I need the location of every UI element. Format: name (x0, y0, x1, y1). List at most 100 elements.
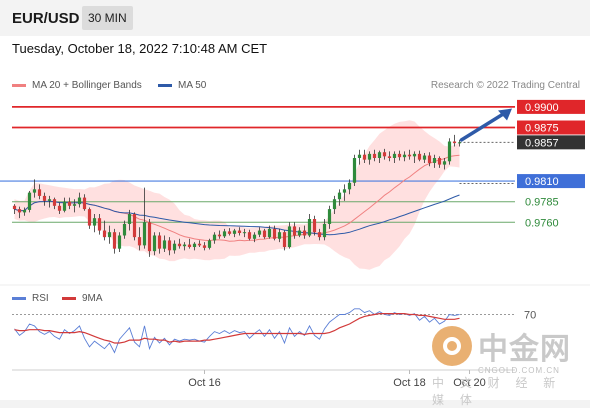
candle-body (332, 199, 337, 210)
timeframe-button[interactable]: 30 MIN (82, 6, 133, 30)
level-tag-0-9857: 0.9857 (525, 137, 559, 149)
candle-body (132, 214, 137, 238)
level-tag-0-9810: 0.9810 (525, 176, 559, 188)
legend-ma50: MA 50 (158, 80, 206, 91)
candle-body (157, 235, 162, 249)
candle-body (267, 228, 272, 238)
level-tag-0-9875: 0.9875 (525, 123, 559, 135)
candle-body (162, 240, 167, 249)
level-tag-0-9785: 0.9785 (525, 197, 559, 209)
candle-body (117, 235, 122, 249)
candle-body (352, 158, 357, 183)
level-tag-0-9760: 0.9760 (525, 217, 559, 229)
rsi-series-9ma (14, 313, 460, 344)
candle-body (287, 226, 292, 248)
candle-body (102, 230, 107, 238)
candle-body (327, 209, 332, 224)
candle-body (397, 153, 402, 158)
candle-body (367, 153, 372, 160)
candle-body (432, 158, 437, 163)
candle-body (452, 141, 457, 144)
candle-body (242, 232, 247, 234)
candle-body (152, 235, 157, 252)
target-arrow-head (498, 108, 512, 121)
candle-body (122, 223, 127, 236)
ma50-swatch (158, 83, 172, 87)
candle-body (17, 209, 22, 213)
x-tick-oct-16: Oct 16 (188, 377, 220, 389)
candle-body (207, 240, 212, 248)
candle-body (262, 230, 267, 238)
candle-body (202, 245, 207, 248)
ma50-legend-label: MA 50 (178, 80, 207, 91)
ma20-legend-label: MA 20 + Bollinger Bands (32, 80, 142, 91)
candle-body (27, 192, 32, 210)
x-tick-oct-20: Oct 20 (453, 377, 485, 389)
candle-body (222, 231, 227, 237)
candle-body (312, 219, 317, 233)
candle-body (317, 232, 322, 238)
chart-header: EUR/USD 30 MIN (0, 0, 590, 36)
chart-credit: Research © 2022 Trading Central (430, 80, 580, 91)
candle-body (52, 199, 57, 206)
candle-body (387, 156, 392, 158)
candle-body (237, 230, 242, 234)
candle-body (272, 228, 277, 239)
candle-body (107, 232, 112, 238)
candle-body (87, 209, 92, 226)
candle-body (147, 222, 152, 252)
candle-body (167, 240, 172, 251)
ma20-swatch (12, 83, 26, 87)
rsi-swatch (12, 296, 26, 300)
candle-body (227, 231, 232, 234)
target-arrow-line (459, 111, 506, 142)
candle-body (22, 209, 27, 213)
candle-body (62, 201, 67, 211)
candle-body (197, 243, 202, 246)
candle-body (252, 234, 257, 239)
candle-body (12, 205, 17, 210)
candle-body (382, 152, 387, 157)
ma50-line (14, 194, 460, 236)
candle-body (232, 230, 237, 234)
candle-body (292, 226, 297, 236)
candle-body (337, 192, 342, 200)
candle-body (347, 182, 352, 190)
candle-body (37, 189, 42, 196)
candle-body (342, 189, 347, 193)
candle-body (177, 243, 182, 247)
candle-body (92, 218, 97, 226)
legend-9ma: 9MA (62, 293, 103, 304)
legend-rsi: RSI (12, 293, 49, 304)
candle-body (257, 230, 262, 235)
candle-body (282, 232, 287, 248)
chart-datetime: Tuesday, October 18, 2022 7:10:48 AM CET (12, 41, 268, 56)
candle-body (247, 232, 252, 239)
candle-body (417, 153, 422, 160)
level-tag-bg (517, 99, 585, 114)
candle-body (277, 232, 282, 239)
level-tag-bg (517, 120, 585, 135)
candle-body (112, 232, 117, 249)
candle-body (192, 243, 197, 248)
candle-body (307, 219, 312, 236)
candle-body (437, 158, 442, 165)
candle-body (212, 234, 217, 241)
candle-body (447, 141, 452, 162)
candle-body (47, 199, 52, 201)
candle-body (372, 153, 377, 158)
candle-body (142, 222, 147, 246)
candle-body (357, 154, 362, 158)
candle-body (172, 243, 177, 251)
candle-body (127, 214, 132, 224)
candle-body (187, 244, 192, 248)
candle-body (42, 195, 47, 201)
candle-body (412, 153, 417, 157)
candle-body (182, 244, 187, 247)
candle-body (297, 230, 302, 236)
candle-body (322, 223, 327, 238)
candle-body (57, 205, 62, 211)
candle-body (67, 201, 72, 206)
legend-ma20: MA 20 + Bollinger Bands (12, 80, 142, 91)
